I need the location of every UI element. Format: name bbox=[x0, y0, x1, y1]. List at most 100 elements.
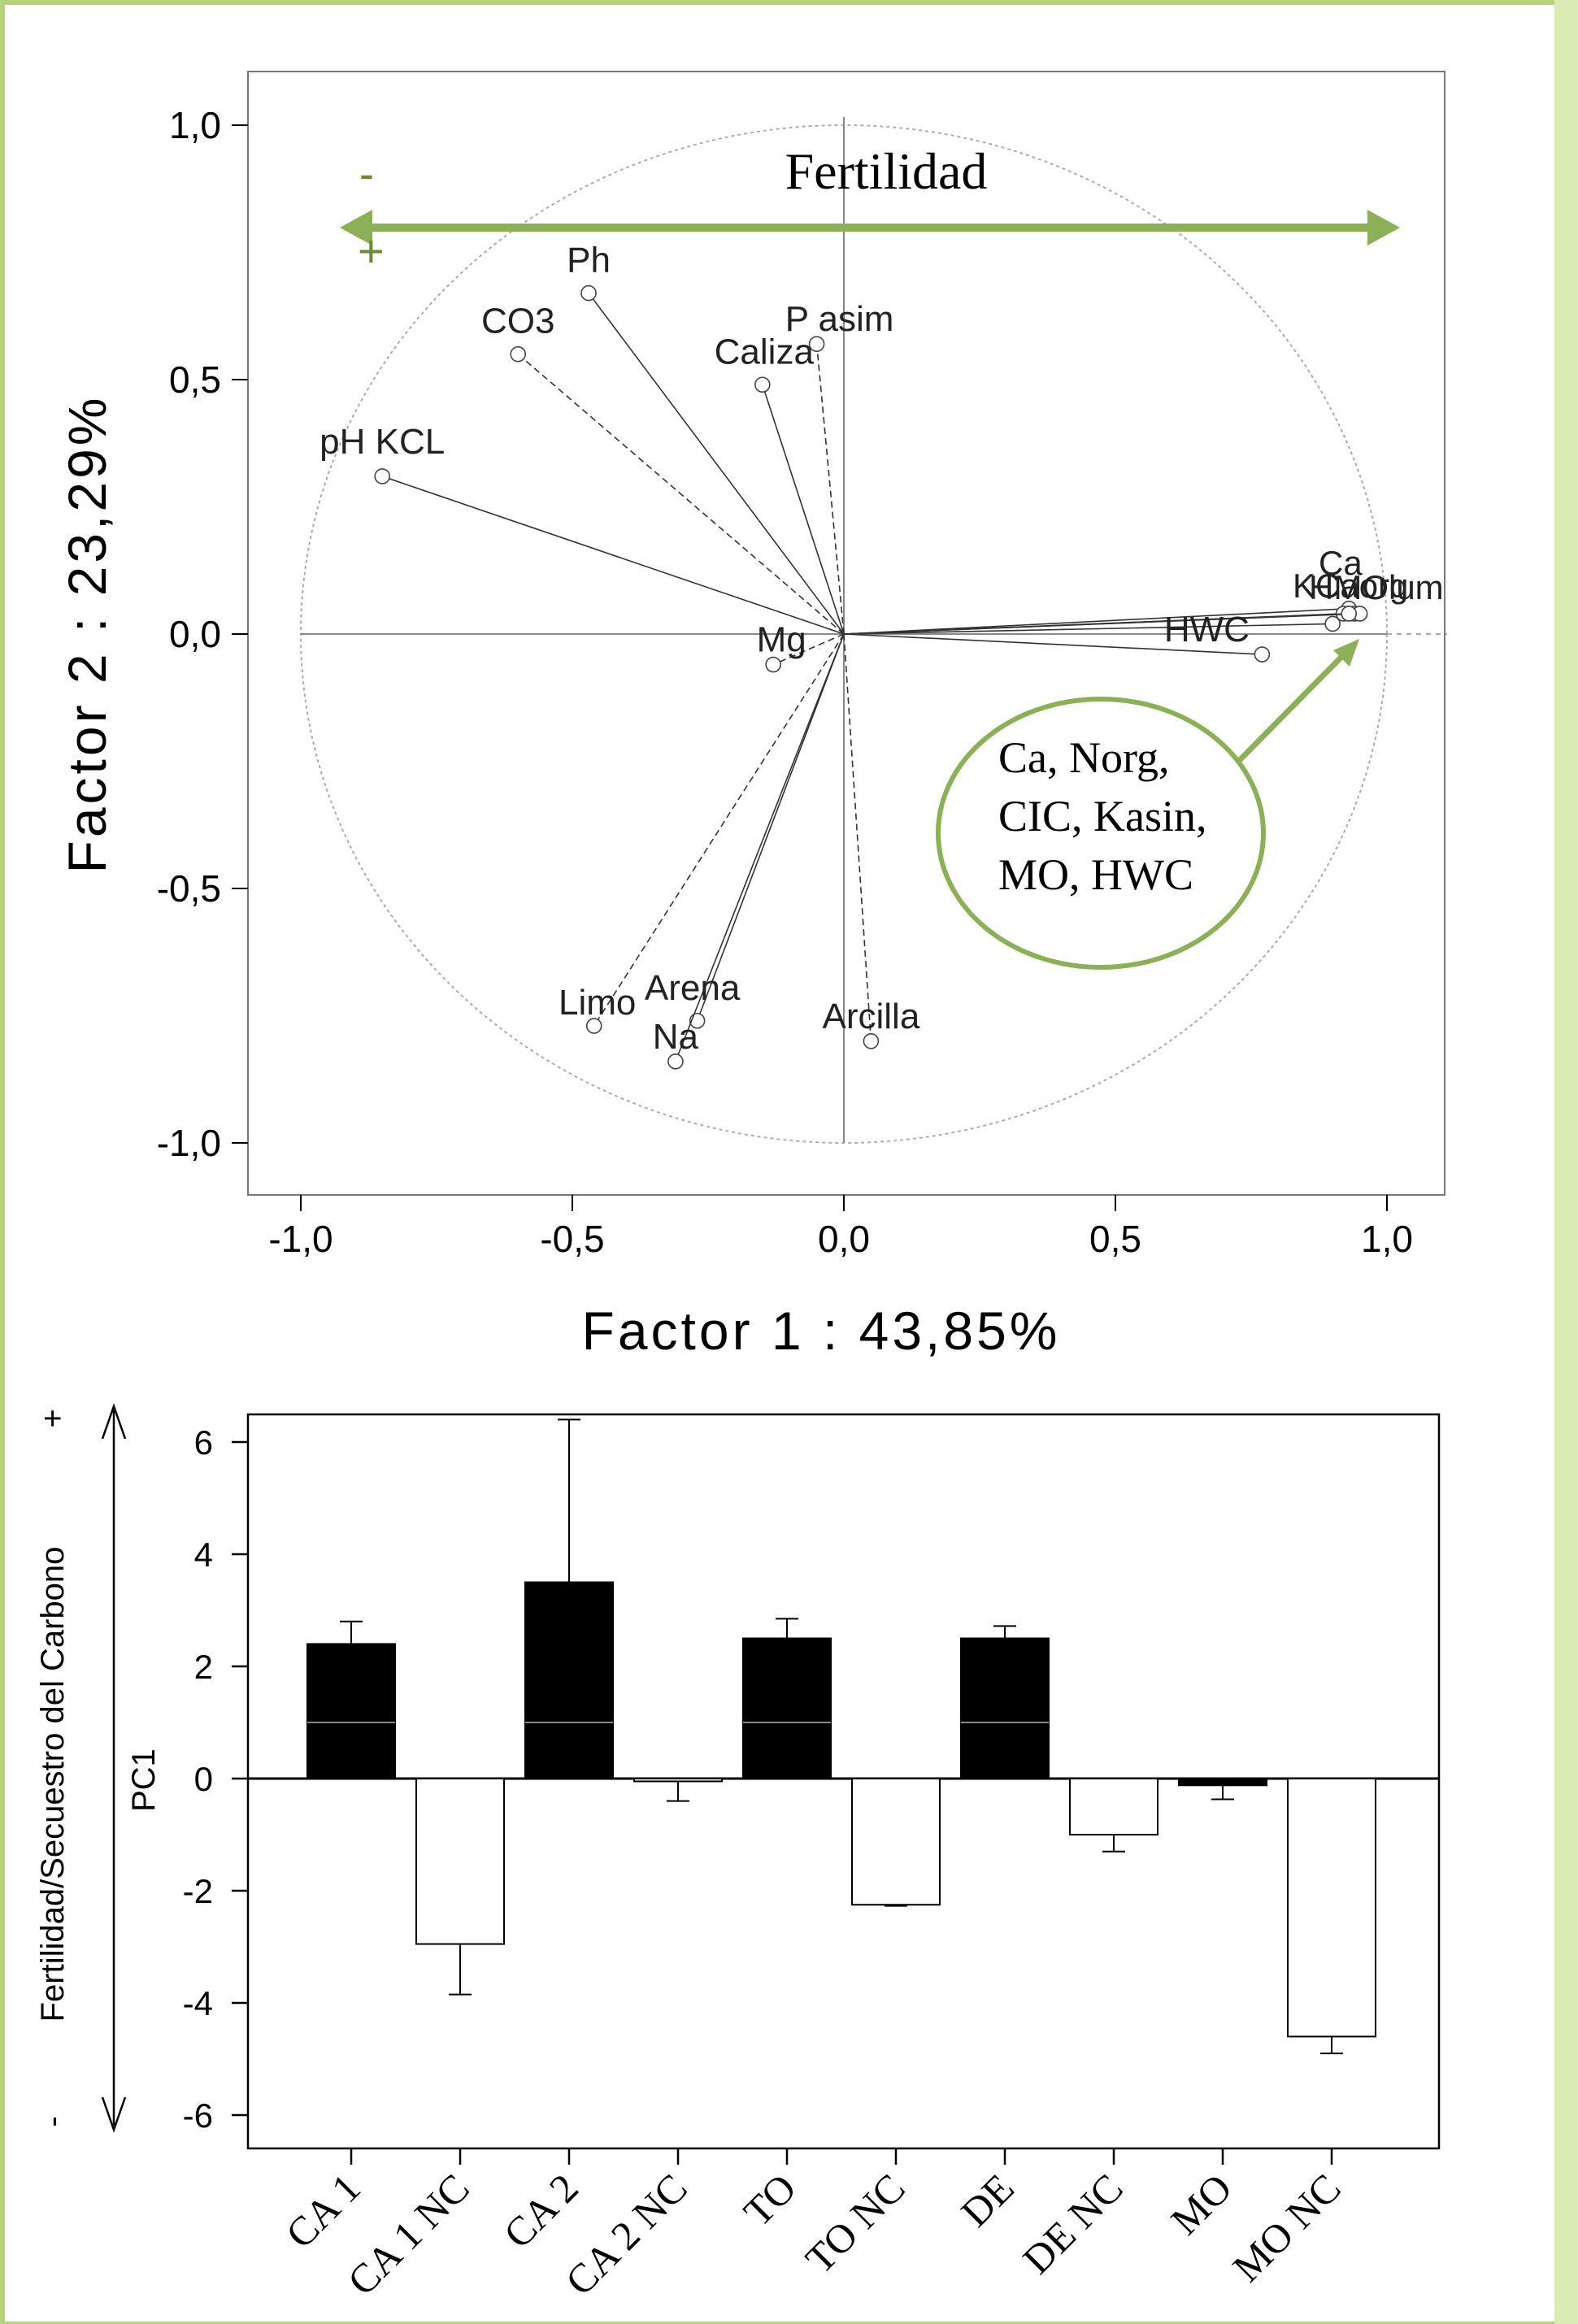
bar bbox=[960, 1637, 1050, 1779]
bar-y-axis-title: PC1 bbox=[126, 1748, 162, 1812]
pca-ticks: -1,0 -0,5 0,0 0,5 1,0 1,0 0,5 0,0 -0,5 -1,0 bbox=[157, 104, 1413, 1260]
loading-point-label: Na bbox=[653, 1017, 699, 1057]
loading-point bbox=[1341, 606, 1358, 622]
bar-y-tick-label: 6 bbox=[194, 1423, 213, 1462]
callout-line-2: CIC, Kasin, bbox=[998, 792, 1207, 841]
bar bbox=[1178, 1778, 1267, 1787]
side-label: Fertilidad/Secuestro del Carbono bbox=[35, 1547, 71, 2022]
bar bbox=[851, 1778, 941, 1906]
bar-category-label: TO NC bbox=[797, 2165, 914, 2282]
loading-point-label: Limo bbox=[559, 983, 636, 1023]
fertility-arrow-head-left bbox=[340, 210, 372, 245]
loading-point-label: Arena bbox=[645, 968, 741, 1008]
fertility-minus: - bbox=[359, 150, 374, 198]
loading-vector bbox=[843, 623, 1333, 635]
fertility-plus: + bbox=[358, 225, 385, 276]
bar-y-tick-label: 2 bbox=[194, 1648, 213, 1686]
callout-line-3: MO, HWC bbox=[998, 850, 1193, 899]
loading-point bbox=[765, 656, 781, 673]
bar-plot-frame bbox=[246, 1413, 1441, 2150]
side-arrow-head-top bbox=[101, 1403, 127, 1440]
cluster-label-ca: Ca bbox=[1319, 544, 1363, 582]
pca-x-tick-label: 0,5 bbox=[1089, 1218, 1141, 1260]
loading-vector bbox=[696, 633, 845, 1022]
bar-category-label: TO bbox=[735, 2165, 805, 2235]
loading-vector bbox=[843, 633, 1263, 655]
side-arrow-head-bottom bbox=[101, 2096, 127, 2133]
loading-point-label: pH KCL bbox=[320, 422, 445, 462]
loading-point bbox=[808, 336, 825, 352]
fertility-label: Fertilidad bbox=[785, 142, 988, 200]
callout-ellipse bbox=[936, 697, 1266, 970]
bar bbox=[415, 1778, 505, 1945]
pca-x-axis-title: Factor 1 : 43,85% bbox=[582, 1301, 1061, 1361]
loading-point-label: P asim bbox=[785, 299, 894, 339]
loading-point-label: Arcilla bbox=[823, 997, 920, 1036]
pca-loading-plot: -1,0 -0,5 0,0 0,5 1,0 1,0 0,5 0,0 -0,5 -1,0 Ph CO3… bbox=[57, 71, 1447, 1361]
bar bbox=[633, 1778, 723, 1783]
pca-x-tick-label: -0,5 bbox=[540, 1218, 604, 1260]
pca-x-tick-label: -1,0 bbox=[268, 1218, 333, 1260]
loading-vector bbox=[843, 613, 1350, 635]
bar-category-label: MO NC bbox=[1224, 2165, 1350, 2291]
loading-vector bbox=[815, 344, 845, 635]
bar-y-tick-label: 0 bbox=[194, 1760, 213, 1798]
bar-category-label: DE bbox=[952, 2165, 1023, 2235]
bar-y-tick-label: -4 bbox=[183, 1984, 213, 2022]
side-minus: - bbox=[35, 2116, 71, 2126]
cluster-label-overlap-a: KCaorg bbox=[1293, 567, 1408, 605]
callout-line-1: Ca, Norg, bbox=[998, 733, 1170, 782]
pca-vectors bbox=[374, 285, 1368, 1070]
loading-vector bbox=[381, 476, 845, 635]
bar-category-label: MO bbox=[1162, 2165, 1241, 2244]
callout-arrow-line bbox=[1233, 648, 1350, 767]
bar bbox=[1287, 1778, 1376, 2038]
bar-category-label: CA 1 bbox=[276, 2165, 368, 2257]
bar bbox=[524, 1581, 614, 1779]
loading-point bbox=[374, 468, 391, 484]
loading-vector bbox=[517, 354, 845, 635]
pca-y-tick-label: -1,0 bbox=[157, 1122, 221, 1164]
loading-point bbox=[1324, 615, 1341, 632]
pca-x-tick-label: 0,0 bbox=[818, 1218, 870, 1260]
loading-point-label: HWC bbox=[1164, 610, 1250, 649]
bar-category-label: CA 1 NC bbox=[339, 2165, 478, 2304]
bar-category-label: DE NC bbox=[1014, 2165, 1132, 2283]
bar-marks bbox=[306, 1418, 1376, 2055]
loading-vector bbox=[843, 633, 872, 1041]
page-border-right-strip bbox=[1554, 0, 1578, 2324]
pca-y-tick-label: 0,0 bbox=[169, 613, 221, 655]
bar-category-label: CA 2 bbox=[494, 2165, 586, 2257]
bar-y-tick-label: 4 bbox=[194, 1536, 213, 1574]
loading-vector bbox=[762, 384, 845, 635]
bar bbox=[742, 1637, 832, 1779]
loading-point bbox=[667, 1053, 684, 1070]
pca-x-tick-label: 1,0 bbox=[1361, 1218, 1413, 1260]
loading-point bbox=[863, 1033, 880, 1049]
callout-arrow-head bbox=[1333, 639, 1359, 667]
loading-vector bbox=[843, 607, 1350, 635]
loading-point-label: CO3 bbox=[481, 302, 554, 341]
pca-y-axis-title: Factor 2 : 23,29% bbox=[57, 395, 117, 874]
loading-point bbox=[754, 376, 771, 393]
pca-y-tick-label: -0,5 bbox=[157, 867, 221, 910]
loading-vector bbox=[588, 293, 845, 635]
bar bbox=[1069, 1778, 1159, 1835]
loading-point bbox=[1254, 646, 1271, 662]
bar-y-tick-label: -6 bbox=[183, 2096, 213, 2135]
cluster-label-overlap-b: HMOlum bbox=[1309, 568, 1444, 606]
loading-point bbox=[585, 1018, 602, 1034]
pca-y-tick-label: 1,0 bbox=[169, 104, 221, 146]
loading-vector bbox=[772, 633, 845, 666]
side-plus: + bbox=[35, 1409, 71, 1427]
loading-point-label: Caliza bbox=[715, 332, 815, 371]
bar-y-ticks: 6 4 2 0 -2 -4 -6 bbox=[183, 1423, 248, 2135]
fertility-arrow-head-right bbox=[1367, 210, 1400, 245]
loading-point bbox=[510, 345, 527, 363]
loading-point-label: Mg bbox=[757, 620, 806, 660]
loading-vector bbox=[593, 633, 845, 1027]
